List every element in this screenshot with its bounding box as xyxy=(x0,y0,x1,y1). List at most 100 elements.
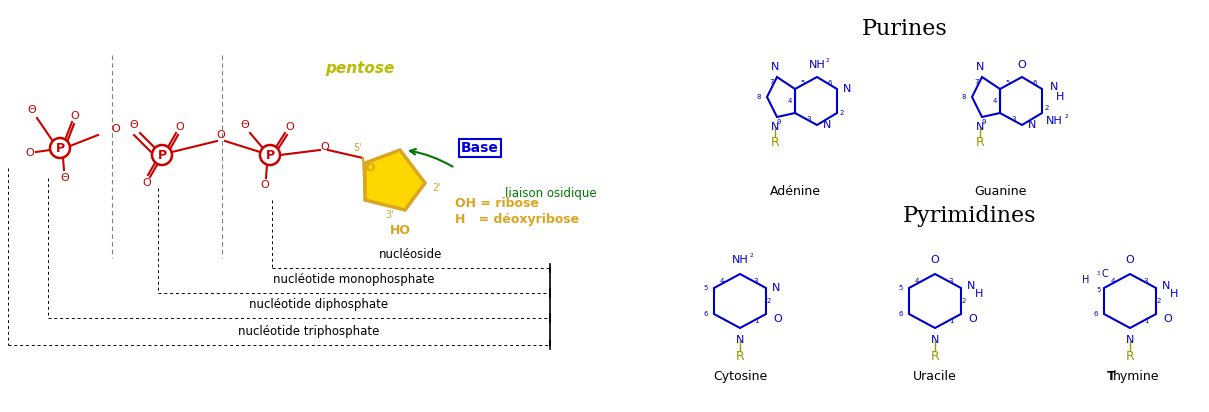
Text: N: N xyxy=(931,335,939,345)
Text: Guanine: Guanine xyxy=(973,185,1026,198)
Text: 5: 5 xyxy=(1006,80,1011,86)
Text: O: O xyxy=(285,122,294,132)
Text: NH: NH xyxy=(1046,116,1063,126)
Text: 2': 2' xyxy=(433,183,441,193)
Text: 7: 7 xyxy=(974,79,979,85)
Text: 6: 6 xyxy=(898,311,903,317)
Text: 4: 4 xyxy=(993,98,997,104)
Text: nucléotide monophosphate: nucléotide monophosphate xyxy=(273,273,435,286)
Text: O: O xyxy=(1126,255,1134,265)
Text: 7: 7 xyxy=(770,79,774,85)
Text: 6: 6 xyxy=(828,80,832,86)
Text: N: N xyxy=(771,283,780,293)
Text: Uracile: Uracile xyxy=(913,370,956,383)
Text: N: N xyxy=(976,62,984,72)
Text: 5: 5 xyxy=(800,80,805,86)
Text: O: O xyxy=(1163,314,1173,324)
Text: pentose: pentose xyxy=(325,61,394,75)
Text: N: N xyxy=(771,62,779,72)
Text: 8: 8 xyxy=(757,94,762,100)
Text: Θ: Θ xyxy=(241,120,249,130)
Text: C: C xyxy=(1101,269,1109,279)
Text: O: O xyxy=(143,178,151,188)
Text: 2: 2 xyxy=(962,298,966,304)
Text: R: R xyxy=(1126,349,1134,363)
Text: 4: 4 xyxy=(1111,278,1115,284)
Text: 5': 5' xyxy=(353,143,363,153)
Text: nucléotide triphosphate: nucléotide triphosphate xyxy=(238,325,380,338)
Text: 3: 3 xyxy=(1144,278,1149,284)
Text: 4: 4 xyxy=(719,278,724,284)
Text: H   = déoxyribose: H = déoxyribose xyxy=(455,213,579,225)
Text: 2: 2 xyxy=(1157,298,1161,304)
Text: P: P xyxy=(56,141,64,154)
Text: 3: 3 xyxy=(806,116,811,122)
Circle shape xyxy=(152,145,172,165)
Text: H: H xyxy=(1082,275,1089,285)
Text: Θ: Θ xyxy=(129,120,138,130)
Text: R: R xyxy=(735,349,745,363)
Text: O: O xyxy=(111,124,121,134)
Text: 3': 3' xyxy=(386,210,394,220)
Text: O: O xyxy=(261,180,270,190)
Text: nucléotide diphosphate: nucléotide diphosphate xyxy=(249,298,388,311)
Text: Cytosine: Cytosine xyxy=(713,370,768,383)
Text: 3: 3 xyxy=(1012,116,1017,122)
Text: O: O xyxy=(216,130,225,140)
Text: Purines: Purines xyxy=(862,18,948,40)
Text: H: H xyxy=(1055,92,1064,102)
Text: 9: 9 xyxy=(982,119,987,125)
Text: N: N xyxy=(1028,120,1036,130)
Text: 6: 6 xyxy=(704,311,708,317)
Text: 5: 5 xyxy=(704,285,708,291)
Text: P: P xyxy=(266,148,274,162)
Text: hymine: hymine xyxy=(1113,370,1159,383)
Text: N: N xyxy=(967,281,976,291)
Text: $_2$: $_2$ xyxy=(825,56,831,65)
Text: O: O xyxy=(320,142,329,152)
Text: H: H xyxy=(974,289,983,299)
Polygon shape xyxy=(365,150,426,210)
Text: 4: 4 xyxy=(915,278,919,284)
Text: nucléoside: nucléoside xyxy=(380,248,442,261)
Text: 1: 1 xyxy=(949,318,953,324)
Text: O: O xyxy=(968,314,977,324)
Text: O: O xyxy=(774,314,782,324)
Text: 9: 9 xyxy=(776,119,781,125)
Text: 4: 4 xyxy=(788,98,792,104)
Text: N: N xyxy=(843,84,851,94)
Text: N: N xyxy=(1049,82,1058,92)
Text: O: O xyxy=(175,122,185,132)
Text: $_2$: $_2$ xyxy=(1064,112,1069,120)
Text: Pyrimidines: Pyrimidines xyxy=(903,205,1037,227)
Text: liaison osidique: liaison osidique xyxy=(505,187,596,199)
Text: P: P xyxy=(157,148,167,162)
Text: Base: Base xyxy=(461,141,499,155)
Text: O: O xyxy=(931,255,939,265)
Text: $_2$: $_2$ xyxy=(750,250,754,260)
Text: N: N xyxy=(823,120,832,130)
Text: NH: NH xyxy=(809,60,826,70)
Text: HO: HO xyxy=(389,223,411,236)
Text: N: N xyxy=(736,335,745,345)
Text: Θ: Θ xyxy=(60,173,69,183)
Text: O: O xyxy=(25,148,34,158)
Text: R: R xyxy=(770,136,780,148)
Text: 1: 1 xyxy=(753,318,758,324)
Circle shape xyxy=(260,145,280,165)
Text: 2: 2 xyxy=(1045,105,1049,111)
Text: NH: NH xyxy=(731,255,748,265)
Text: O: O xyxy=(365,163,375,173)
Text: $_3$: $_3$ xyxy=(1097,270,1100,278)
Text: H: H xyxy=(1170,289,1179,299)
Text: 5: 5 xyxy=(1097,287,1101,293)
Text: 2: 2 xyxy=(767,298,771,304)
Text: 1: 1 xyxy=(1144,318,1149,324)
Text: N: N xyxy=(1162,281,1170,291)
Text: N: N xyxy=(1126,335,1134,345)
Text: R: R xyxy=(931,349,939,363)
Circle shape xyxy=(50,138,70,158)
Text: 6: 6 xyxy=(1094,311,1098,317)
Text: 6: 6 xyxy=(1032,80,1037,86)
Text: N: N xyxy=(771,122,779,132)
